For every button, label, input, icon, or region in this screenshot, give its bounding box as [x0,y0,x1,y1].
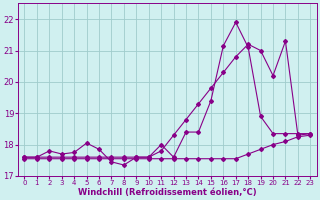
X-axis label: Windchill (Refroidissement éolien,°C): Windchill (Refroidissement éolien,°C) [78,188,257,197]
